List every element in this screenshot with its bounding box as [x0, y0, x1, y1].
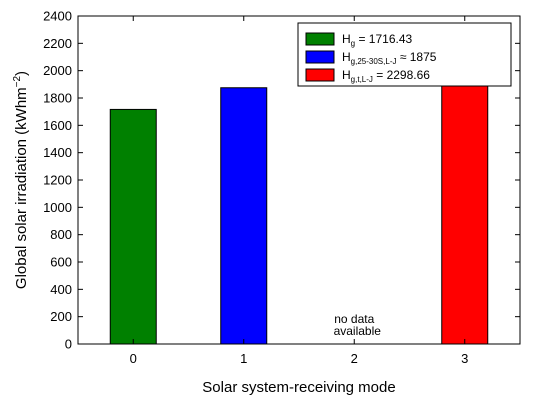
y-axis-title-main: Global solar irradiation (kWhm — [13, 87, 30, 289]
y-tick-label: 400 — [50, 282, 72, 297]
y-tick-label: 1000 — [43, 200, 72, 215]
y-tick-label: 2400 — [43, 9, 72, 24]
legend-label-value: = 2298.66 — [373, 68, 430, 82]
y-tick-label: 600 — [50, 255, 72, 270]
legend-label-base: H — [342, 32, 351, 46]
x-tick-label: 2 — [351, 351, 358, 366]
x-axis: 0 1 2 3 — [130, 16, 468, 366]
y-tick-label: 1800 — [43, 91, 72, 106]
y-axis-title-superscript: −2 — [12, 75, 23, 87]
y-tick-label: 1600 — [43, 118, 72, 133]
legend-swatch-2 — [305, 68, 335, 82]
x-tick-label: 3 — [461, 351, 468, 366]
y-tick-label: 1400 — [43, 145, 72, 160]
legend-label-base: H — [342, 68, 351, 82]
bar-mode-1 — [220, 87, 268, 345]
y-axis: 0 200 400 600 800 1000 1200 1400 1600 1800 2000 220… — [43, 9, 520, 352]
legend-label-value: = 1716.43 — [355, 32, 412, 46]
legend-label-subscript: g — [351, 39, 355, 48]
x-tick-label: 1 — [240, 351, 247, 366]
legend-label-2: Hg,t,L-J = 2298.66 — [342, 68, 430, 84]
legend-label-base: H — [342, 50, 351, 64]
y-tick-label: 0 — [65, 337, 72, 352]
x-tick-label: 0 — [130, 351, 137, 366]
legend-label-0: Hg = 1716.43 — [342, 32, 413, 48]
y-axis-title: Global solar irradiation (kWhm−2) — [12, 71, 30, 289]
bar-mode-0 — [109, 108, 157, 345]
y-tick-label: 800 — [50, 227, 72, 242]
no-data-annotation-line1: no data — [334, 312, 374, 326]
y-axis-title-close: ) — [13, 71, 30, 76]
legend-swatch-1 — [305, 50, 335, 64]
y-tick-label: 200 — [50, 309, 72, 324]
y-tick-label: 1200 — [43, 173, 72, 188]
no-data-annotation-line2: available — [334, 324, 382, 338]
legend-label-value: ≈ 1875 — [396, 50, 436, 64]
y-tick-label: 2000 — [43, 63, 72, 78]
legend-label-subscript: g,25-30S,L-J — [351, 57, 397, 66]
x-axis-title: Solar system-receiving mode — [202, 379, 395, 396]
legend-swatch-0 — [305, 32, 335, 46]
legend-label-1: Hg,25-30S,L-J ≈ 1875 — [342, 50, 437, 66]
y-tick-label: 2200 — [43, 36, 72, 51]
legend-label-subscript: g,t,L-J — [351, 75, 373, 84]
